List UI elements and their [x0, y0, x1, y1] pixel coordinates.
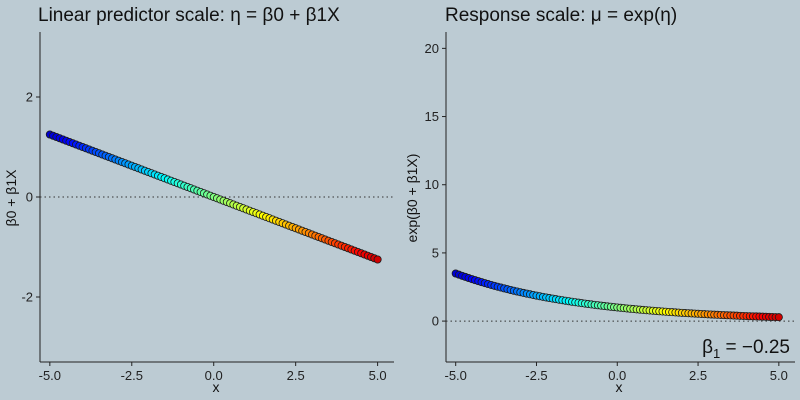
right-x-tick-label: -5.0 [444, 368, 466, 383]
right-y-tick-label: 5 [432, 245, 439, 260]
left-y-tick-label: 0 [26, 190, 33, 205]
left-chart-title: Linear predictor scale: η = β0 + β1X [38, 5, 340, 26]
left-x-tick-label: -5.0 [39, 368, 61, 383]
left-x-axis-title: x [213, 379, 220, 395]
right-y-tick-label: 10 [425, 177, 439, 192]
right-y-tick-label: 15 [425, 109, 439, 124]
left-x-tick-label: -2.5 [121, 368, 143, 383]
right-x-tick-label: 0.0 [608, 368, 626, 383]
right-x-tick-label: 2.5 [689, 368, 707, 383]
right-chart-title: Response scale: μ = exp(η) [445, 5, 677, 26]
left-x-tick-label: 5.0 [369, 368, 387, 383]
right-y-axis-title: exp(β0 + β1X) [404, 154, 420, 243]
right-plot-area: 0 5 10 15 20 -5.0 -2.5 0.0 2.5 5.0 [425, 32, 795, 383]
beta-annotation-base: β [702, 337, 713, 358]
beta-annotation: β1 = −0.25 [702, 337, 790, 361]
right-x-axis-title: x [616, 379, 623, 395]
left-y-tick-label: -2 [21, 290, 33, 305]
right-x-tick-label: 5.0 [770, 368, 788, 383]
left-y-tick-label: 2 [26, 90, 33, 105]
right-data-point [774, 313, 783, 322]
left-x-tick-label: 0.0 [205, 368, 223, 383]
right-panel: Response scale: μ = exp(η) exp(β0 + β1X)… [404, 5, 795, 395]
left-panel: Linear predictor scale: η = β0 + β1X β0 … [3, 5, 394, 395]
left-plot-area: -2 0 2 -5.0 -2.5 0.0 2.5 5.0 [21, 32, 394, 383]
beta-annotation-value: = −0.25 [720, 337, 790, 358]
left-x-tick-label: 2.5 [287, 368, 305, 383]
right-y-tick-label: 20 [425, 41, 439, 56]
beta-annotation-subscript: 1 [713, 346, 720, 361]
left-data-point [373, 255, 382, 264]
right-y-tick-label: 0 [432, 314, 439, 329]
right-x-tick-label: -2.5 [525, 368, 547, 383]
left-y-axis-title: β0 + β1X [3, 169, 19, 227]
